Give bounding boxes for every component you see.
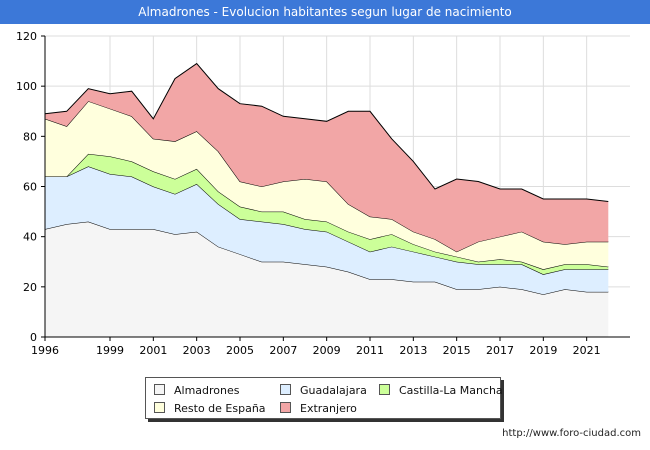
y-tick-label: 120 [16,30,37,43]
legend-swatch [379,384,390,395]
source-link[interactable]: http://www.foro-ciudad.com [502,428,641,439]
legend-swatch [280,384,291,395]
series-area-2 [45,153,609,275]
x-tick-label: 2019 [529,344,557,357]
legend-item-guadalajara: Guadalajara [280,384,367,397]
y-axis-ticks: 0 20 40 60 80 100 120 [16,30,45,344]
legend-label: Almadrones [174,384,240,397]
y-tick-label: 0 [30,331,37,344]
legend-item-almadrones: Almadrones [154,384,240,397]
x-tick-label: 1996 [31,344,59,357]
x-tick-label: 2017 [486,344,514,357]
y-tick-label: 60 [23,181,37,194]
legend-item-castilla-la-mancha: Castilla-La Mancha [379,384,503,397]
x-tick-label: 2009 [313,344,341,357]
legend-label: Resto de España [174,402,266,415]
x-tick-label: 2015 [443,344,471,357]
x-tick-label: 2003 [183,344,211,357]
legend-swatch [154,384,165,395]
series-area-4 [45,63,609,252]
series-area-3 [45,101,609,270]
legend-item-extranjero: Extranjero [280,402,357,415]
x-tick-label: 2011 [356,344,384,357]
x-axis-ticks: 1996 1999 2001 2003 2005 2007 2009 2011 2013 2015… [31,337,601,357]
series-line-4 [44,62,609,202]
legend: Almadrones Guadalajara Castilla-La Manch… [145,377,503,419]
legend-item-resto-de-espana: Resto de España [154,402,266,415]
legend-label: Guadalajara [300,384,367,397]
y-tick-label: 20 [23,281,37,294]
legend-label: Extranjero [300,402,357,415]
y-tick-label: 100 [16,80,37,93]
series-area-1 [45,166,609,295]
series-area-0 [45,221,609,337]
x-tick-label: 1999 [96,344,124,357]
chart-title: Almadrones - Evolucion habitantes segun … [0,0,650,24]
y-tick-label: 80 [23,130,37,143]
x-tick-label: 2001 [139,344,167,357]
x-tick-label: 2007 [269,344,297,357]
x-tick-label: 2005 [226,344,254,357]
y-tick-label: 40 [23,231,37,244]
x-tick-label: 2021 [573,344,601,357]
series-areas [44,62,609,337]
legend-swatch [280,402,291,413]
legend-label: Castilla-La Mancha [399,384,503,397]
legend-swatch [154,402,165,413]
x-tick-label: 2013 [399,344,427,357]
